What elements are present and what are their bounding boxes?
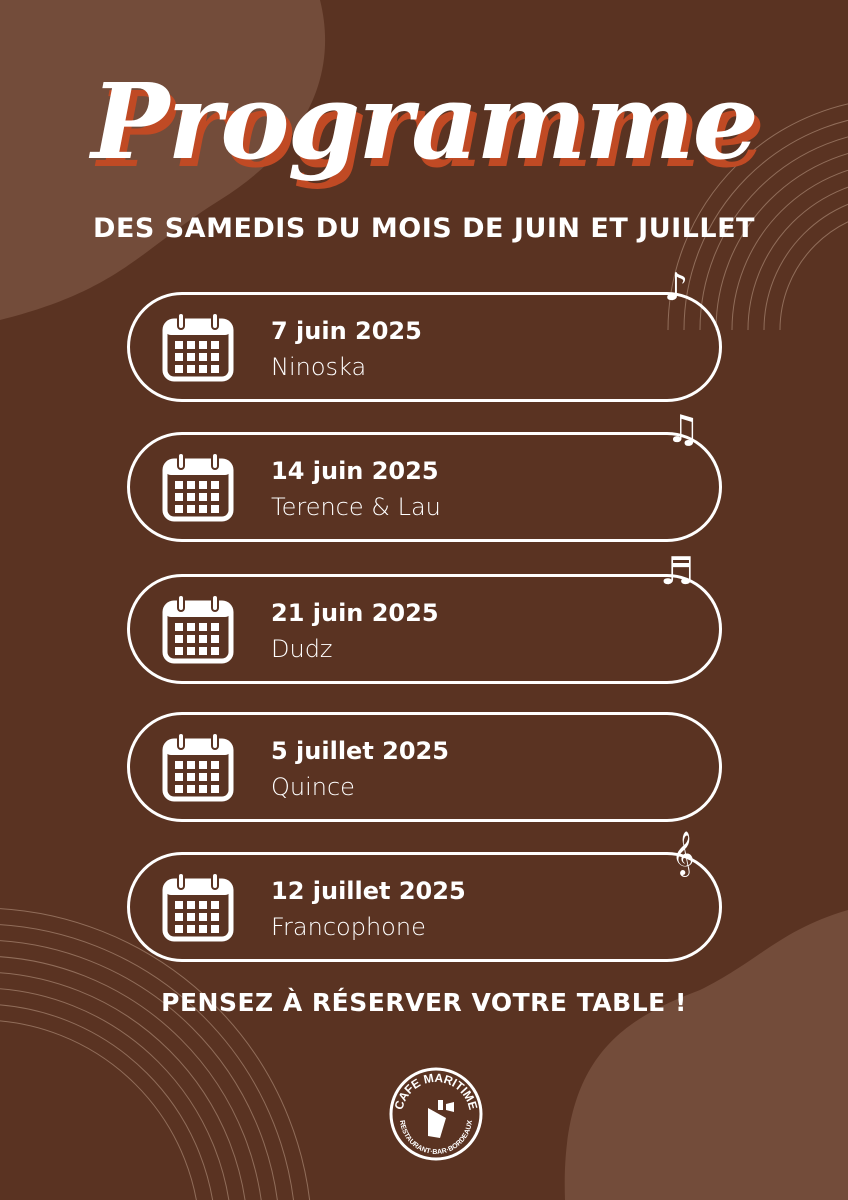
decorative-arc <box>731 169 848 331</box>
event-date: 14 juin 2025 <box>271 457 439 485</box>
event-card: 21 juin 2025 Dudz <box>127 574 722 684</box>
calendar-icon <box>162 732 234 802</box>
decorative-arc <box>0 940 278 1200</box>
reservation-call-to-action: PENSEZ À RÉSERVER VOTRE TABLE ! <box>161 988 687 1017</box>
event-card: 7 juin 2025 Ninoska <box>127 292 722 402</box>
music-note-icon: ♪ <box>664 265 689 309</box>
decorative-arc <box>747 186 848 331</box>
event-date: 21 juin 2025 <box>271 599 439 627</box>
decorative-arc <box>779 221 848 331</box>
decorative-arc <box>763 203 848 331</box>
event-artist: Quince <box>271 773 355 801</box>
event-artist: Dudz <box>271 635 333 663</box>
decorative-arc <box>0 908 311 1200</box>
music-note-icon: ♫ <box>666 407 701 451</box>
event-date: 5 juillet 2025 <box>271 737 449 765</box>
event-date: 7 juin 2025 <box>271 317 422 345</box>
music-note-icon: 𝄞 <box>672 831 695 875</box>
decorative-arc <box>0 988 230 1200</box>
calendar-icon <box>162 452 234 522</box>
decorative-arc <box>699 136 848 331</box>
event-artist: Francophone <box>271 913 426 941</box>
decorative-arc <box>683 119 848 331</box>
event-artist: Ninoska <box>271 353 367 381</box>
decorative-arc <box>715 153 848 331</box>
event-card: 5 juillet 2025 Quince <box>127 712 722 822</box>
decorative-arc <box>0 1020 197 1200</box>
calendar-icon <box>162 872 234 942</box>
decorative-arc <box>667 103 848 331</box>
calendar-icon <box>162 594 234 664</box>
event-card: 14 juin 2025 Terence & Lau <box>127 432 722 542</box>
decorative-arc <box>0 924 294 1200</box>
event-artist: Terence & Lau <box>271 493 441 521</box>
decorative-arc <box>0 972 246 1200</box>
decorative-arc <box>0 956 262 1200</box>
poster-subtitle: DES SAMEDIS DU MOIS DE JUIN ET JUILLET <box>93 213 755 244</box>
calendar-icon <box>162 312 234 382</box>
svg-text:CAFE MARITIME: CAFE MARITIME <box>392 1071 481 1111</box>
cafe-maritime-logo: CAFE MARITIME RESTAURANT·BAR·BORDEAUX <box>389 1067 483 1161</box>
decorative-arc <box>0 1004 214 1200</box>
event-date: 12 juillet 2025 <box>271 877 466 905</box>
music-note-icon: ♬ <box>660 549 695 593</box>
poster-title: Programme <box>91 60 759 183</box>
event-card: 12 juillet 2025 Francophone <box>127 852 722 962</box>
